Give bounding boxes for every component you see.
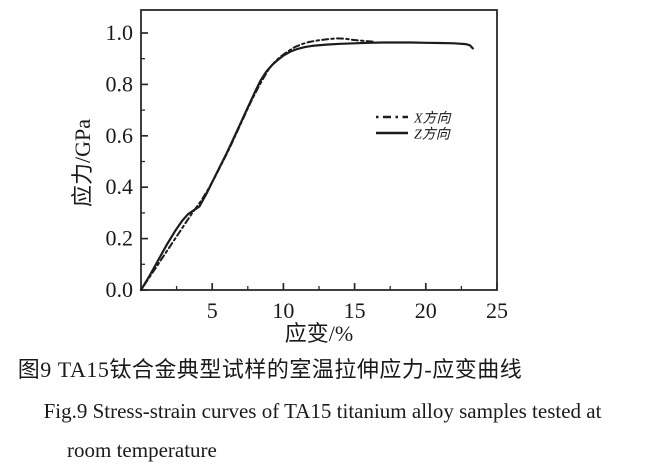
legend-label: X方向 (413, 111, 453, 127)
data-curves (139, 37, 474, 292)
legend-label: Z方向 (414, 127, 452, 143)
x-tick-label: 10 (272, 298, 294, 323)
curve-X方向 (140, 37, 375, 291)
y-tick-label: 0.4 (106, 174, 134, 199)
x-axis-label: 应变/% (285, 321, 353, 346)
x-tick-label: 15 (344, 298, 366, 323)
axis-tick-labels: 5 10 15 20 25 0.0 0.2 0.4 0.6 0.8 1.0 (106, 20, 509, 323)
caption-english-line2: room temperature (67, 438, 217, 462)
y-tick-label: 0.8 (106, 71, 134, 96)
x-tick-label: 5 (207, 298, 218, 323)
y-tick-label: 0.6 (106, 123, 134, 148)
axis-ticks (141, 32, 498, 291)
caption-english-line1: Fig.9 Stress-strain curves of TA15 titan… (43, 399, 602, 423)
x-tick-label: 20 (415, 298, 437, 323)
x-tick-label: 25 (486, 298, 508, 323)
y-tick-label: 0.0 (106, 277, 134, 302)
y-tick-label: 1.0 (106, 20, 134, 45)
caption-chinese: 图9 TA15钛合金典型试样的室温拉伸应力-应变曲线 (17, 357, 523, 382)
y-tick-label: 0.2 (106, 226, 134, 251)
plot-border (140, 9, 498, 291)
y-axis-label: 应力/GPa (70, 119, 95, 207)
curve-Z方向 (139, 41, 474, 292)
